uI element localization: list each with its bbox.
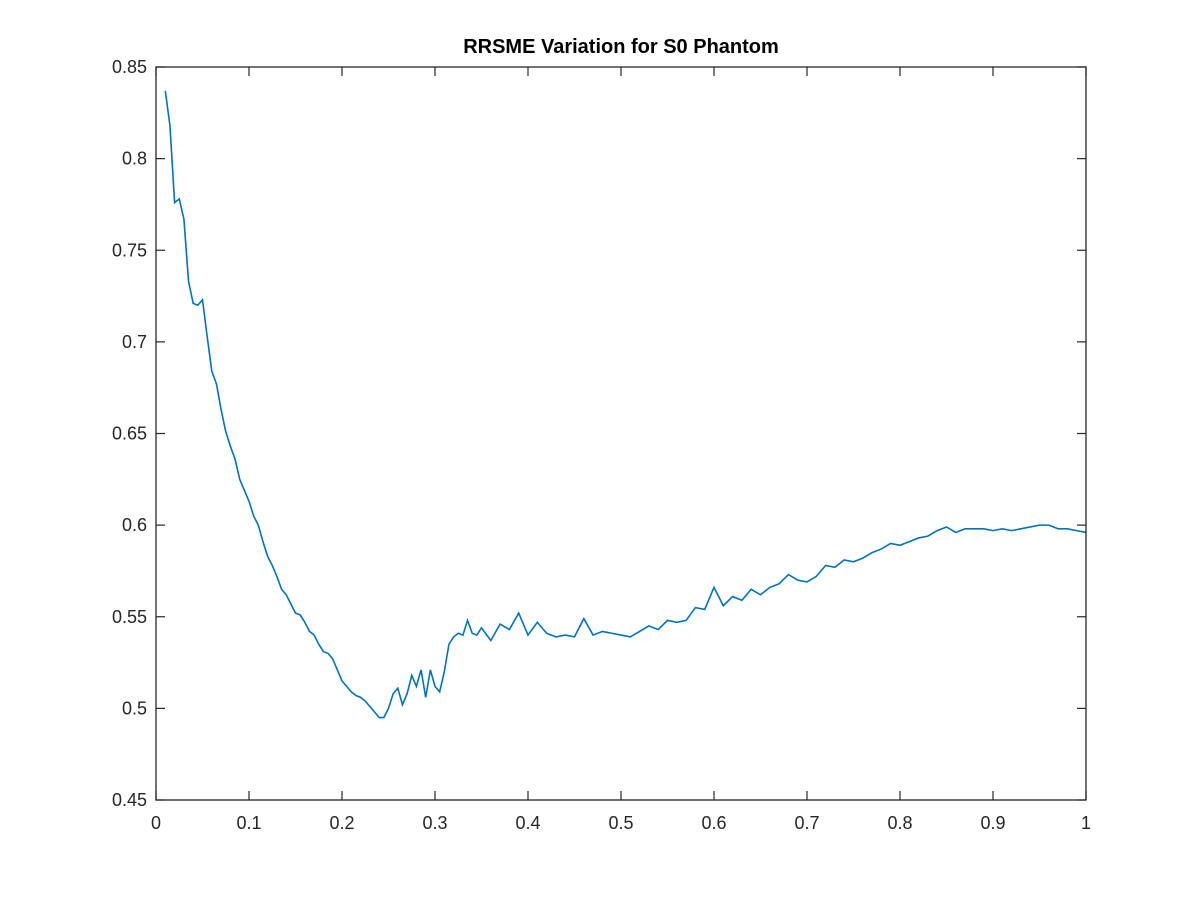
x-tick-label: 0.6	[701, 813, 726, 833]
chart-title: RRSME Variation for S0 Phantom	[463, 36, 779, 58]
x-tick-label: 0.1	[236, 813, 261, 833]
x-tick-label: 0.8	[887, 813, 912, 833]
x-tick-labels: 0 0.1 0.2 0.3 0.4 0.5 0.6 0.7 0.8 0.9 1	[151, 813, 1091, 833]
y-tick-label: 0.5	[122, 698, 147, 718]
y-tick-label: 0.8	[122, 149, 147, 169]
y-tick-label: 0.85	[112, 57, 147, 77]
x-tick-label: 0.2	[329, 813, 354, 833]
axes-box	[155, 66, 1087, 801]
y-tick-label: 0.65	[112, 424, 147, 444]
y-tick-label: 0.6	[122, 515, 147, 535]
x-tick-label: 0.5	[608, 813, 633, 833]
x-tick-label: 0.4	[515, 813, 540, 833]
y-tick-label: 0.55	[112, 607, 147, 627]
x-tick-label: 0	[151, 813, 161, 833]
series-line-0	[164, 90, 1087, 719]
x-tick-label: 0.9	[980, 813, 1005, 833]
y-tick-label: 0.45	[112, 790, 147, 810]
x-tick-label: 1	[1081, 813, 1091, 833]
y-tick-labels: 0.45 0.5 0.55 0.6 0.65 0.7 0.75 0.8 0.85	[112, 57, 147, 810]
y-tick-label: 0.75	[112, 240, 147, 260]
x-tick-label: 0.7	[794, 813, 819, 833]
x-tick-label: 0.3	[422, 813, 447, 833]
series-layer	[164, 90, 1087, 719]
y-tick-label: 0.7	[122, 332, 147, 352]
axes-layer	[155, 66, 1087, 801]
